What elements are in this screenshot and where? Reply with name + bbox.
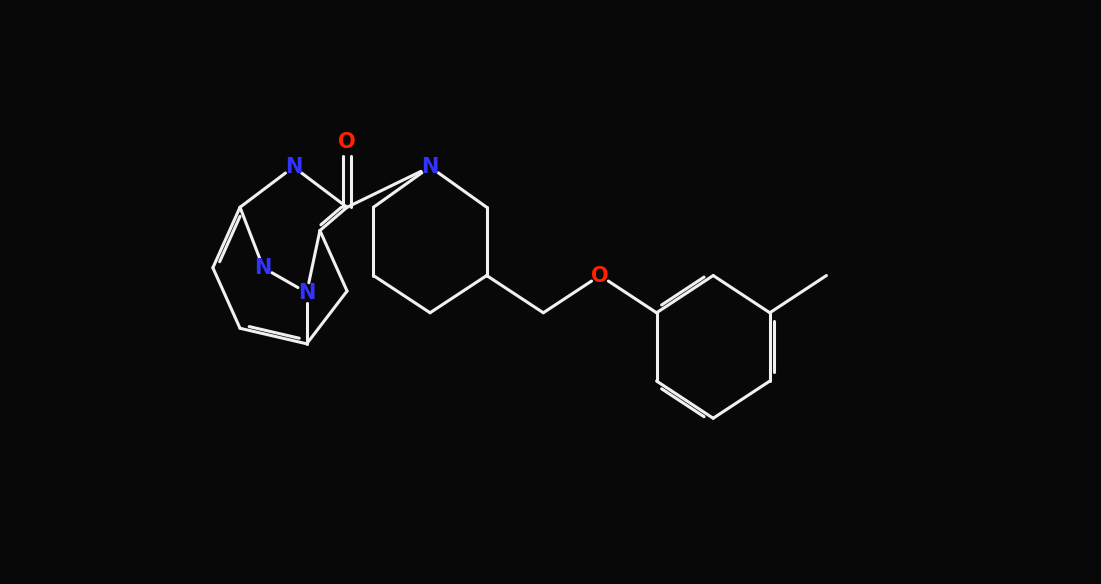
Text: N: N — [285, 157, 303, 177]
Text: N: N — [298, 283, 315, 303]
Text: N: N — [422, 157, 439, 177]
Text: O: O — [338, 132, 356, 152]
Text: O: O — [591, 266, 609, 286]
Text: N: N — [254, 258, 272, 278]
